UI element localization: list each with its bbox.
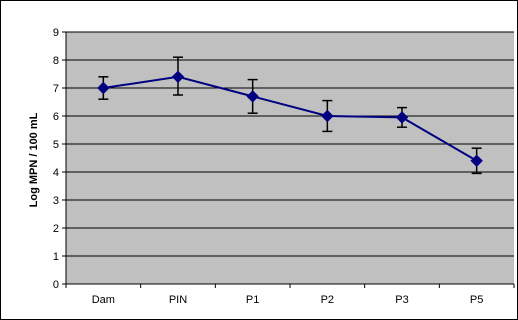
data-point-marker	[395, 111, 409, 124]
plot-area	[66, 32, 514, 284]
y-tick-label: 9	[53, 27, 59, 39]
y-tick-label: 7	[53, 83, 59, 95]
x-tick-label: P2	[321, 294, 334, 306]
data-point-marker	[246, 90, 259, 103]
y-tick-label: 2	[53, 223, 59, 235]
axes	[62, 31, 515, 288]
y-tick-label: 8	[53, 55, 59, 67]
data-point-marker	[470, 154, 483, 168]
y-axis-label: Log MPN / 100 mL	[28, 112, 40, 207]
x-tick-labels: Dam PIN P1 P2 P3 P5	[92, 294, 484, 306]
y-tick-label: 5	[53, 139, 59, 151]
series-line	[103, 75, 478, 162]
data-point-marker	[171, 70, 185, 84]
y-tick-label: 1	[53, 251, 59, 263]
data-point-marker	[321, 109, 334, 123]
x-tick-label: P3	[395, 294, 408, 306]
gridlines	[66, 31, 514, 257]
y-tick-label: 4	[53, 167, 59, 179]
y-tick-labels: 0 1 2 3 4 5 6 7 8 9	[53, 27, 59, 291]
x-tick-label: Dam	[92, 294, 115, 306]
series-layer	[97, 56, 483, 175]
y-tick-label: 3	[53, 195, 59, 207]
data-point-marker	[97, 81, 110, 95]
y-tick-label: 0	[53, 279, 59, 291]
y-tick-label: 6	[53, 111, 59, 123]
x-tick-label: PIN	[169, 294, 187, 306]
x-tick-label: P5	[470, 294, 483, 306]
x-tick-label: P1	[246, 294, 259, 306]
